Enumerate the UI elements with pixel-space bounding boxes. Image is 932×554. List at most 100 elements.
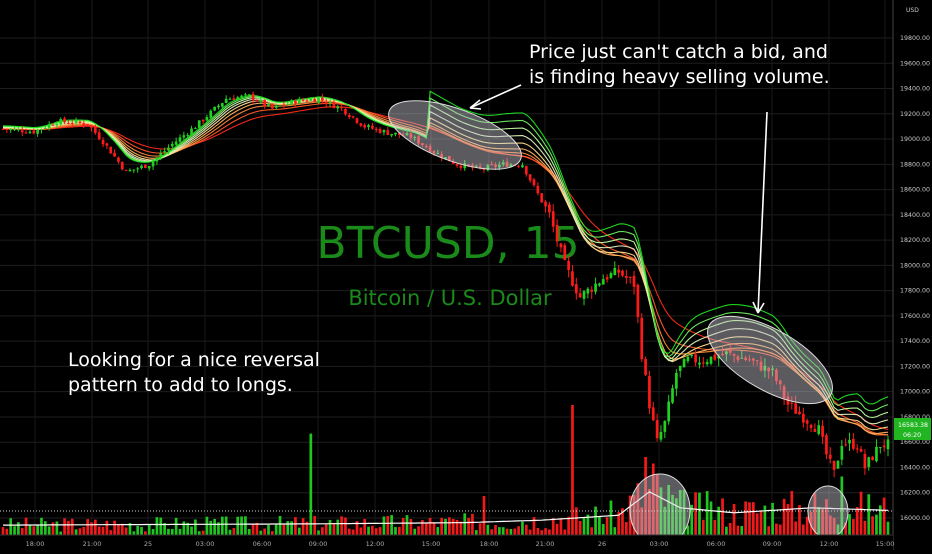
candle-body bbox=[648, 375, 651, 409]
volume-bar bbox=[421, 519, 424, 535]
volume-bar bbox=[871, 516, 874, 535]
volume-bar bbox=[690, 504, 694, 535]
candle-body bbox=[617, 269, 620, 273]
candle-body bbox=[90, 125, 93, 128]
volume-bar bbox=[648, 488, 651, 535]
volume-bar bbox=[351, 529, 355, 535]
annotations: Price just can't catch a bid, and is find… bbox=[68, 41, 830, 396]
candle-body bbox=[255, 100, 259, 102]
volume-bar bbox=[70, 518, 74, 535]
volume-bar bbox=[763, 505, 767, 535]
volume-bar bbox=[524, 524, 528, 535]
candle-body bbox=[628, 277, 632, 279]
candle-body bbox=[401, 134, 405, 136]
price-tick-label: 16400.00 bbox=[900, 464, 930, 471]
volume-bar bbox=[136, 525, 140, 535]
volume-bar bbox=[590, 527, 594, 535]
price-tick-label: 17800.00 bbox=[900, 288, 930, 295]
candle-body bbox=[613, 267, 617, 275]
volume-bar bbox=[555, 523, 559, 535]
volume-bar bbox=[51, 522, 55, 535]
time-axis[interactable]: 18:00 21:00 25 03:00 06:00 09:00 12:00 15:00 18:… bbox=[0, 534, 894, 550]
candle-body bbox=[540, 193, 544, 203]
price-tick-label: 17200.00 bbox=[900, 363, 930, 370]
candle-body bbox=[536, 185, 540, 194]
volume-bar bbox=[471, 513, 474, 535]
volume-bar bbox=[474, 530, 478, 535]
volume-bar bbox=[17, 522, 20, 535]
candle-body bbox=[344, 108, 347, 115]
volume-bar bbox=[163, 523, 166, 535]
candle-body bbox=[128, 169, 132, 172]
volume-bar bbox=[305, 521, 309, 535]
highlight-ellipse-1 bbox=[388, 100, 522, 170]
candle-body bbox=[259, 100, 263, 102]
candle-body bbox=[244, 94, 247, 96]
candle-body bbox=[247, 94, 251, 96]
volume-bar bbox=[424, 522, 428, 535]
price-tick-label: 19400.00 bbox=[900, 86, 930, 93]
ema-ribbon-line bbox=[2, 99, 889, 435]
volume-bar bbox=[340, 516, 343, 535]
candle-body bbox=[501, 162, 505, 165]
volume-bar bbox=[732, 503, 736, 535]
candle-body bbox=[382, 130, 386, 133]
volume-bar bbox=[528, 529, 532, 535]
candle-body bbox=[24, 132, 28, 134]
volume-bar bbox=[878, 505, 882, 535]
volume-bar bbox=[582, 518, 586, 535]
volume-bar bbox=[536, 527, 540, 535]
volume-bar bbox=[448, 517, 451, 535]
price-axis[interactable]: USD 19800.00 19600.00 19400.00 19200.00 19000… bbox=[892, 0, 932, 550]
volume-bar bbox=[355, 521, 359, 535]
time-tick-label: 09:00 bbox=[763, 540, 782, 548]
candle-body bbox=[601, 279, 605, 285]
candle-body bbox=[140, 165, 143, 169]
candle-body bbox=[651, 407, 655, 421]
candle-body bbox=[875, 446, 878, 462]
volume-bar bbox=[94, 519, 97, 535]
volume-bar bbox=[563, 529, 567, 535]
volume-bar bbox=[486, 524, 490, 535]
volume-bar bbox=[809, 511, 813, 535]
candle-body bbox=[490, 164, 494, 166]
watermark-symbol: BTCUSD, 15 bbox=[316, 218, 579, 269]
candle-body bbox=[324, 101, 328, 104]
candle-body bbox=[632, 275, 636, 287]
volume-bar bbox=[601, 524, 605, 535]
candle-body bbox=[355, 118, 359, 123]
volume-bar bbox=[821, 508, 824, 535]
volume-bar bbox=[155, 517, 159, 535]
candle-body bbox=[728, 350, 732, 353]
volume-bar bbox=[698, 492, 701, 535]
candle-body bbox=[117, 157, 120, 162]
time-axis-background bbox=[0, 535, 893, 550]
candle-body bbox=[509, 164, 513, 168]
volume-bar bbox=[220, 516, 224, 535]
candle-body bbox=[109, 146, 113, 154]
candle-body bbox=[290, 100, 293, 105]
volume-bar bbox=[428, 517, 432, 535]
candle-body bbox=[794, 403, 797, 414]
candle-body bbox=[767, 367, 771, 372]
volume-bar bbox=[367, 526, 370, 535]
candle-body bbox=[386, 130, 390, 135]
candle-body bbox=[682, 358, 686, 368]
volume-bar bbox=[875, 514, 878, 535]
price-tick-label: 18400.00 bbox=[900, 212, 930, 219]
volume-bar bbox=[701, 519, 705, 535]
volume-bar bbox=[228, 529, 232, 535]
volume-bar bbox=[771, 502, 774, 535]
candle-body bbox=[671, 388, 674, 403]
price-tick-label: 17000.00 bbox=[900, 389, 930, 396]
volume-bar bbox=[194, 519, 197, 535]
volume-bar bbox=[721, 498, 724, 535]
volume-bar bbox=[82, 526, 86, 535]
candle-body bbox=[713, 354, 717, 360]
ema-ribbon-line bbox=[2, 102, 889, 436]
candle-body bbox=[297, 98, 301, 104]
highlight-ellipse-2 bbox=[707, 315, 833, 405]
candle-body bbox=[655, 420, 659, 439]
candle-body bbox=[782, 386, 786, 399]
candle-body bbox=[474, 165, 478, 167]
